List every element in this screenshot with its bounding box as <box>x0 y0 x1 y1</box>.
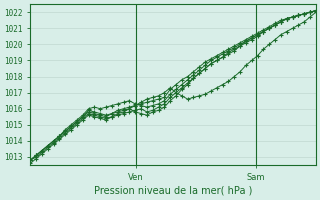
X-axis label: Pression niveau de la mer( hPa ): Pression niveau de la mer( hPa ) <box>94 186 252 196</box>
